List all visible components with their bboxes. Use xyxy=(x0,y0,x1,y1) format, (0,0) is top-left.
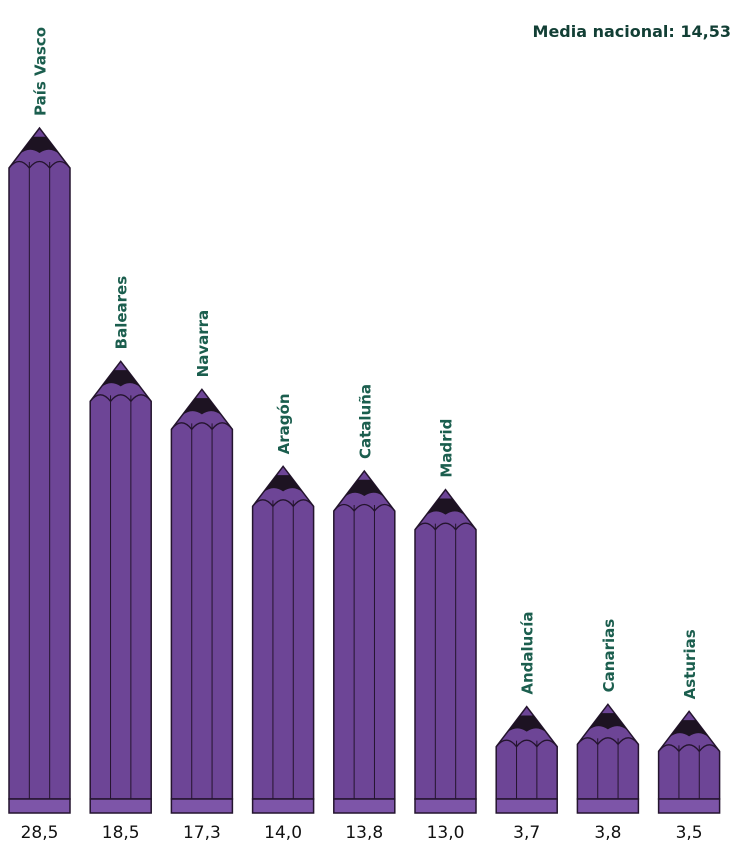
pencil-bar xyxy=(8,126,71,814)
pencil-base xyxy=(495,798,558,814)
national-average-annotation: Media nacional: 14,53 xyxy=(532,22,731,41)
pencil-scallop xyxy=(8,160,71,170)
bar xyxy=(576,703,640,800)
pencil-base xyxy=(333,798,396,814)
category-label: Cataluña xyxy=(356,384,374,459)
category-label: Madrid xyxy=(438,419,456,478)
pencil-base xyxy=(251,798,315,814)
value-label: 3,5 xyxy=(676,823,703,842)
pencil-lead xyxy=(182,398,222,416)
category-label: Canarias xyxy=(600,619,618,693)
bar xyxy=(89,360,152,800)
pencil-lead xyxy=(506,715,547,733)
pencil-bar xyxy=(414,488,477,814)
pencil-lead xyxy=(425,498,466,516)
pencil-base xyxy=(576,798,640,814)
pencil-scallop xyxy=(333,503,396,513)
value-label: 14,0 xyxy=(264,823,302,842)
value-label: 18,5 xyxy=(102,823,140,842)
pencil-base xyxy=(657,798,721,814)
pencil-scallop xyxy=(414,522,477,531)
bar xyxy=(8,126,71,800)
category-label: País Vasco xyxy=(32,27,50,116)
pencil-bar xyxy=(495,705,558,814)
pencil-bar xyxy=(89,360,152,814)
value-label: 17,3 xyxy=(183,823,221,842)
pencil-base xyxy=(414,798,477,814)
pencil-scallop xyxy=(576,737,639,746)
value-label: 13,8 xyxy=(345,823,383,842)
bar xyxy=(333,469,396,800)
pencil-lead xyxy=(669,720,709,738)
category-label: Asturias xyxy=(681,629,699,699)
category-label: Andalucía xyxy=(519,612,537,695)
pencil-base xyxy=(170,798,234,814)
pencil-base xyxy=(89,798,152,814)
pencil-bar xyxy=(251,465,315,814)
pencil-lead xyxy=(19,136,60,154)
value-label: 3,8 xyxy=(594,823,621,842)
category-label: Baleares xyxy=(113,276,131,350)
pencil-scallop xyxy=(658,744,721,753)
pencil-lead xyxy=(100,370,141,388)
pencil-scallop xyxy=(252,499,315,508)
value-label: 13,0 xyxy=(427,823,465,842)
pencil-lead xyxy=(588,713,628,731)
value-label: 28,5 xyxy=(21,823,59,842)
pencil-base xyxy=(8,798,71,814)
value-label: 3,7 xyxy=(513,823,540,842)
category-label: Aragón xyxy=(275,393,293,454)
pencil-lead xyxy=(344,479,385,497)
pencil-scallop xyxy=(495,739,558,748)
pencil-bar xyxy=(333,469,396,814)
pencil-lead xyxy=(263,475,303,493)
pencil-scallop xyxy=(89,394,152,403)
pencil-bar xyxy=(576,703,640,814)
bar xyxy=(170,388,234,800)
pencil-bar xyxy=(170,388,234,814)
bar xyxy=(251,465,315,800)
bar xyxy=(414,488,477,800)
pencil-bar xyxy=(657,710,721,814)
category-label: Navarra xyxy=(194,310,212,378)
pencil-scallop xyxy=(170,422,233,431)
